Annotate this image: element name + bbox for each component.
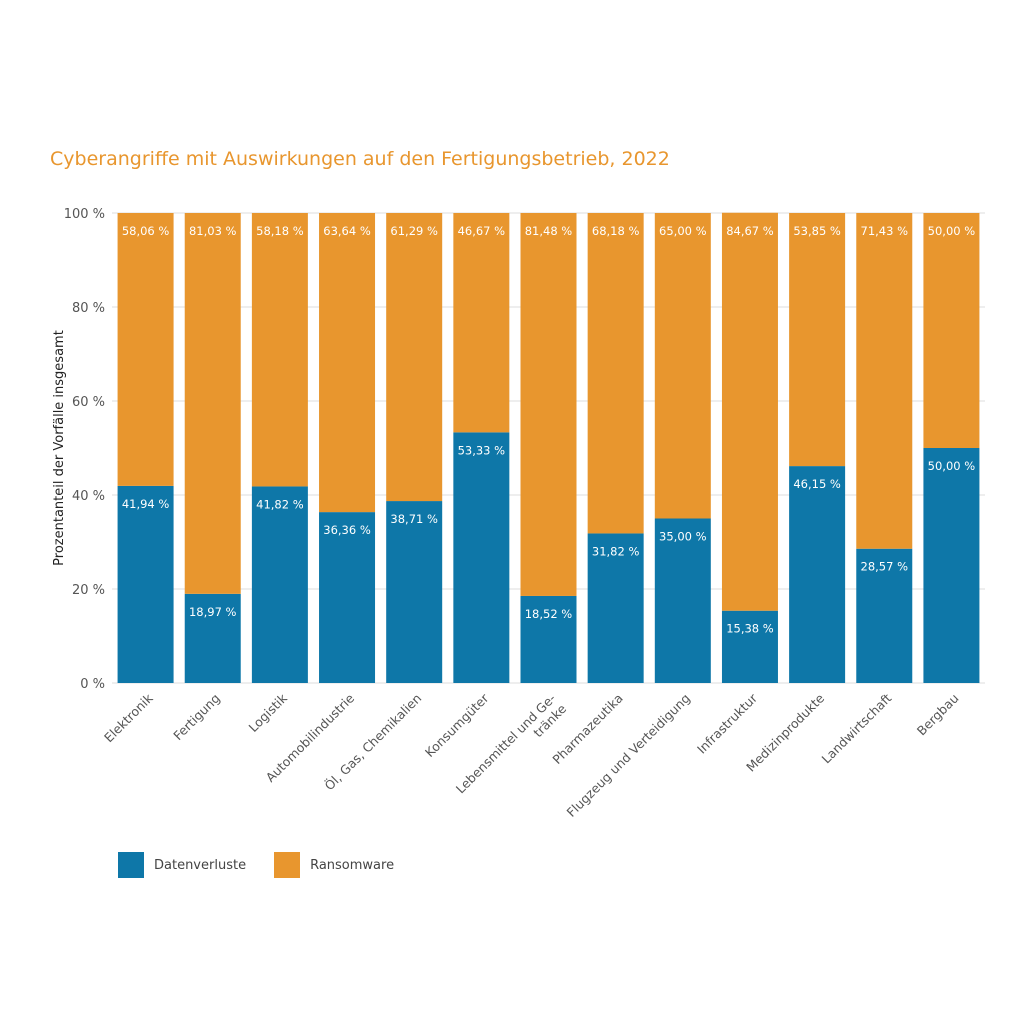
bar-ransomware [386, 213, 443, 502]
data-label: 84,67 % [726, 224, 774, 238]
bar-ransomware [587, 213, 644, 534]
data-label: 41,82 % [256, 497, 304, 511]
bar-datenverluste [319, 512, 376, 683]
category-label: Bergbau [914, 691, 962, 739]
bar-ransomware [184, 213, 241, 594]
category-label-line: Fertigung [170, 691, 223, 744]
legend-item-datenverluste: Datenverluste [118, 852, 246, 878]
bar-datenverluste [386, 501, 443, 683]
bar-datenverluste [856, 548, 913, 683]
bar-ransomware [251, 213, 308, 487]
y-axis-label: Prozentanteil der Vorfälle insgesamt [52, 330, 67, 566]
data-label: 58,06 % [122, 224, 170, 238]
y-tick-label: 80 % [72, 301, 105, 316]
data-label: 71,43 % [861, 224, 909, 238]
y-tick-label: 0 % [80, 677, 105, 692]
legend-swatch-datenverluste [118, 852, 144, 878]
bar-ransomware [856, 213, 913, 549]
y-tick-label: 40 % [72, 489, 105, 504]
category-label: Landwirtschaft [819, 690, 895, 766]
category-label: Fertigung [170, 691, 223, 744]
data-label: 38,71 % [390, 512, 438, 526]
legend: Datenverluste Ransomware [118, 852, 394, 878]
data-label: 61,29 % [390, 224, 438, 238]
category-label-line: Konsumgüter [422, 690, 492, 760]
category-label: Elektronik [101, 690, 156, 745]
category-label: Logistik [246, 690, 291, 735]
data-label: 58,18 % [256, 224, 304, 238]
data-label: 53,85 % [793, 224, 841, 238]
category-label-line: Infrastruktur [694, 690, 761, 757]
category-label-line: Pharmazeutika [549, 691, 625, 767]
category-label: Konsumgüter [422, 690, 492, 760]
data-label: 46,15 % [793, 477, 841, 491]
data-label: 81,03 % [189, 224, 237, 238]
data-label: 65,00 % [659, 224, 707, 238]
data-label: 50,00 % [928, 224, 976, 238]
bar-ransomware [117, 213, 174, 486]
bar-ransomware [520, 213, 577, 596]
category-label-line: Elektronik [101, 690, 156, 745]
bar-ransomware [654, 213, 711, 519]
category-label-line: Bergbau [914, 691, 962, 739]
bar-datenverluste [520, 595, 577, 683]
bar-ransomware [789, 213, 846, 467]
category-label: Pharmazeutika [549, 691, 625, 767]
category-labels: Elektronik Fertigung LogistikAutomobilindu… [101, 690, 962, 820]
bar-ransomware [319, 213, 376, 513]
bar-ransomware [453, 213, 510, 433]
bar-datenverluste [587, 533, 644, 683]
legend-label-ransomware: Ransomware [310, 857, 395, 873]
category-label: Flugzeug und Verteidigung [564, 691, 693, 820]
y-tick-label: 20 % [72, 583, 105, 598]
data-label: 50,00 % [928, 459, 976, 473]
bar-ransomware [721, 212, 778, 611]
data-label: 81,48 % [525, 224, 573, 238]
category-label-line: Landwirtschaft [819, 690, 895, 766]
legend-item-ransomware: Ransomware [274, 852, 394, 878]
bar-ransomware [923, 213, 980, 448]
data-label: 36,36 % [323, 523, 371, 537]
bar-datenverluste [654, 518, 711, 683]
bar-datenverluste [789, 466, 846, 683]
bar-datenverluste [453, 432, 510, 683]
data-label: 31,82 % [592, 544, 640, 558]
legend-label-datenverluste: Datenverluste [154, 857, 247, 873]
bar-datenverluste [721, 610, 778, 683]
chart-title: Cyberangriffe mit Auswirkungen auf den F… [50, 148, 670, 170]
legend-swatch-ransomware [274, 852, 301, 878]
bar-datenverluste [117, 485, 174, 683]
category-label-line: Logistik [246, 690, 291, 735]
data-label: 41,94 % [122, 497, 170, 511]
data-label: 18,52 % [525, 607, 573, 621]
bar-datenverluste [184, 593, 241, 683]
data-label: 15,38 % [726, 622, 774, 636]
data-label: 28,57 % [861, 560, 909, 574]
category-label: Infrastruktur [694, 690, 761, 757]
data-label: 46,67 % [458, 224, 506, 238]
category-label-line: Flugzeug und Verteidigung [564, 691, 693, 820]
y-tick-label: 60 % [72, 395, 105, 410]
data-label: 68,18 % [592, 224, 640, 238]
data-label: 63,64 % [323, 224, 371, 238]
bars [117, 212, 980, 683]
bar-datenverluste [923, 448, 980, 683]
data-label: 35,00 % [659, 530, 707, 544]
y-tick-label: 100 % [64, 207, 105, 222]
data-labels: 41,94 % 58,06 % 18,97 % 81,03 % 41,82 % 58,18… [122, 224, 975, 636]
data-label: 53,33 % [458, 443, 506, 457]
y-axis-ticks: 0 % 20 % 40 % 60 % 80 % 100 % [64, 207, 105, 692]
data-label: 18,97 % [189, 605, 237, 619]
bar-datenverluste [251, 486, 308, 683]
